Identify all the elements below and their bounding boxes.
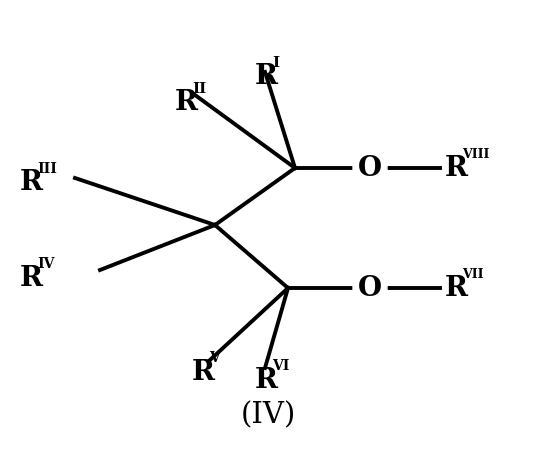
Text: III: III — [37, 162, 57, 176]
Text: R: R — [20, 170, 43, 197]
Text: R: R — [175, 90, 198, 117]
Text: O: O — [358, 275, 382, 302]
Text: R: R — [20, 265, 43, 292]
Text: VI: VI — [272, 359, 289, 373]
Text: R: R — [192, 358, 215, 386]
Text: VII: VII — [462, 267, 483, 281]
Text: IV: IV — [37, 257, 54, 271]
Text: R: R — [255, 367, 278, 393]
Text: R: R — [445, 275, 468, 302]
Text: O: O — [358, 154, 382, 181]
Text: II: II — [192, 82, 206, 96]
Text: VIII: VIII — [462, 148, 489, 160]
Text: I: I — [272, 56, 279, 70]
Text: R: R — [255, 64, 278, 90]
Text: (IV): (IV) — [240, 401, 296, 429]
Text: V: V — [209, 351, 220, 365]
Circle shape — [353, 151, 387, 185]
Text: R: R — [445, 154, 468, 181]
Circle shape — [353, 271, 387, 305]
